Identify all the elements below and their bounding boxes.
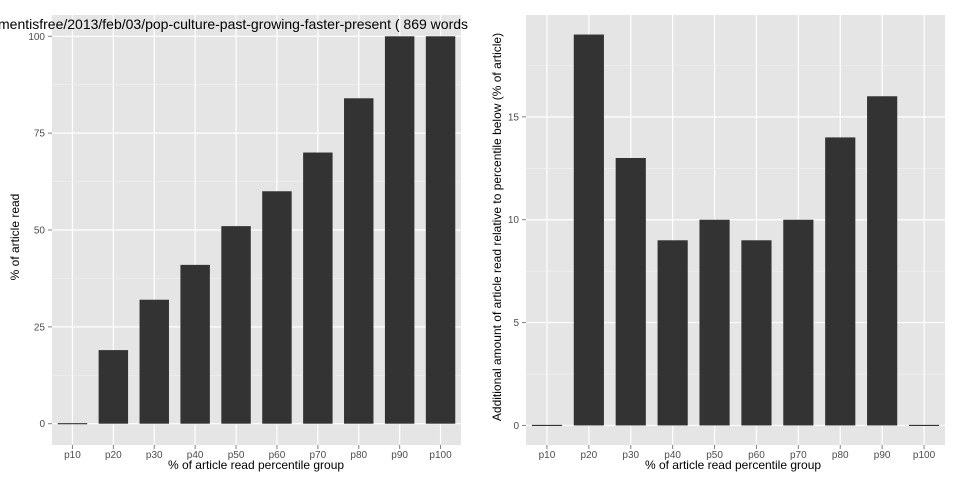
x-axis-title-right: % of article read percentile group	[645, 458, 821, 472]
y-tick-label-left: 25	[34, 322, 46, 333]
bar-right-p60	[741, 240, 772, 426]
bar-right-p50	[699, 219, 730, 426]
chart-right: 0 5 10 15 p10 p20 p30 p40 p50 p60 p70 p80 p90 p100	[508, 15, 945, 461]
bar-right-p30	[615, 157, 646, 426]
x-tick-label-left: p100	[429, 450, 452, 461]
x-tick-label-left: p50	[228, 450, 245, 461]
x-tick-label-right: p40	[664, 450, 681, 461]
x-tick-label-left: p70	[310, 450, 327, 461]
bar-left-p40	[180, 264, 210, 424]
bar-left-p60	[262, 191, 292, 424]
x-tick-label-left: p20	[105, 450, 122, 461]
bar-right-p70	[783, 219, 814, 426]
x-tick-label-left: p30	[146, 450, 163, 461]
x-tick-label-left: p90	[391, 450, 408, 461]
x-tick-label-right: p80	[832, 450, 849, 461]
chart-left: 0 25 50 75 100 p10 p20 p30 p40 p50 p60 p70 p80 p90 p10…	[28, 15, 461, 461]
bar-left-p30	[139, 299, 169, 424]
bar-left-p100	[425, 36, 456, 424]
y-axis-title-right: Additional amount of article read relati…	[490, 33, 504, 421]
y-tick-label-left: 100	[28, 32, 45, 43]
bar-left-p20	[98, 350, 129, 424]
chart-title: mentisfree/2013/feb/03/pop-culture-past-…	[0, 16, 468, 32]
y-axis-title-left: % of article read	[8, 194, 22, 281]
bar-left-p90	[384, 36, 415, 424]
x-tick-label-right: p20	[581, 450, 598, 461]
x-tick-label-left: p10	[64, 450, 81, 461]
y-tick-label-right: 10	[508, 215, 520, 226]
x-tick-label-left: p40	[187, 450, 204, 461]
x-tick-label-right: p100	[913, 450, 936, 461]
bar-right-p90	[867, 96, 898, 426]
bar-right-p40	[657, 240, 688, 426]
y-tick-label-right: 0	[513, 421, 519, 432]
bar-right-p80	[825, 137, 856, 426]
x-tick-label-left: p80	[350, 450, 367, 461]
x-tick-label-left: p60	[269, 450, 286, 461]
y-tick-label-left: 0	[39, 419, 45, 430]
x-tick-label-right: p70	[790, 450, 807, 461]
bar-left-p70	[303, 152, 333, 424]
y-tick-label-right: 15	[508, 112, 520, 123]
x-tick-label-right: p90	[874, 450, 891, 461]
bar-left-p80	[344, 98, 374, 424]
bar-left-p50	[221, 226, 251, 424]
x-tick-label-right: p50	[706, 450, 723, 461]
y-tick-label-left: 75	[34, 129, 46, 140]
x-axis-title-left: % of article read percentile group	[168, 458, 344, 472]
x-tick-label-right: p60	[748, 450, 765, 461]
y-tick-label-left: 50	[34, 226, 46, 237]
y-tick-label-right: 5	[513, 318, 519, 329]
x-tick-label-right: p30	[622, 450, 639, 461]
bar-right-p20	[573, 34, 604, 426]
x-tick-label-right: p10	[539, 450, 556, 461]
